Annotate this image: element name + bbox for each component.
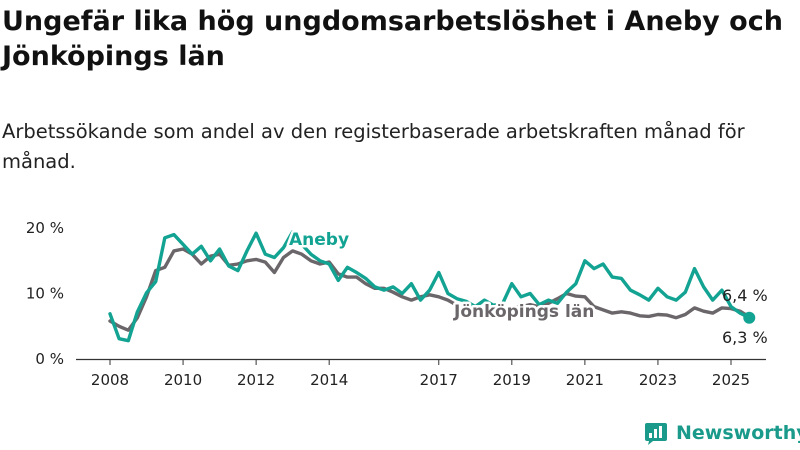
x-tick-label: 2021	[566, 371, 604, 389]
x-tick-label: 2025	[712, 371, 750, 389]
x-tick-label: 2012	[237, 371, 275, 389]
x-tick-label: 2014	[310, 371, 348, 389]
series-label-jonkopings-lan: Jönköpings län	[453, 302, 594, 322]
x-tick-label: 2023	[639, 371, 677, 389]
series-line-aneby	[108, 230, 751, 343]
y-tick-label: 20 %	[26, 219, 64, 237]
x-tick-label: 2010	[164, 371, 202, 389]
x-tick-label: 2017	[420, 371, 458, 389]
x-tick-label: 2008	[91, 371, 129, 389]
x-tick-label: 2019	[493, 371, 531, 389]
y-tick-label: 0 %	[35, 350, 64, 368]
series-label-jonkopings-lan-halo: Jönköpings län	[453, 302, 594, 322]
y-tick-label: 10 %	[26, 285, 64, 303]
series-label-aneby-halo: Aneby	[289, 230, 349, 250]
chart-subtitle: Arbetssökande som andel av den registerb…	[2, 120, 745, 173]
end-marker-aneby	[743, 311, 756, 324]
brand-name: Newsworthy	[676, 422, 800, 444]
series-label-aneby: Aneby	[289, 230, 349, 250]
end-label-jonkopings-lan: 6,4 %	[722, 286, 768, 305]
newsworthy-logo-icon	[645, 423, 667, 445]
end-label-aneby: 6,3 %	[722, 328, 768, 347]
chart-title: Ungefär lika hög ungdomsarbetslöshet i A…	[2, 6, 783, 72]
brand-logo: Newsworthy	[644, 420, 800, 446]
